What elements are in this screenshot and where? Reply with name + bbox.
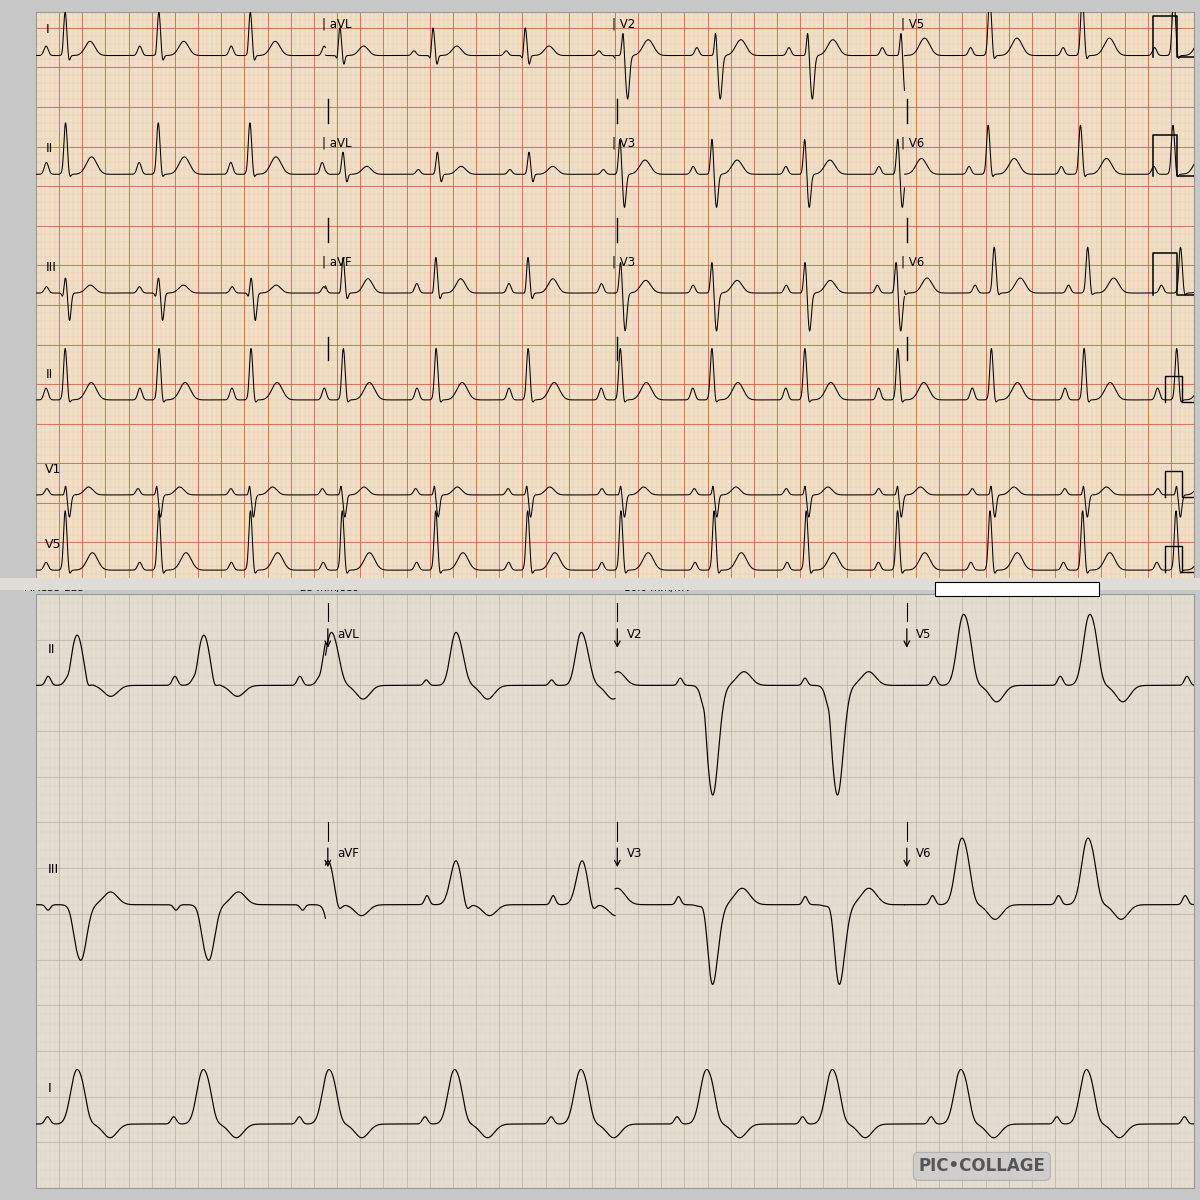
Text: | V5: | V5: [901, 18, 924, 31]
Text: II: II: [46, 142, 53, 155]
Text: V5: V5: [46, 538, 61, 551]
Text: PIC•COLLAGE: PIC•COLLAGE: [918, 1157, 1045, 1175]
Text: | V3: | V3: [612, 256, 635, 269]
Text: V5: V5: [916, 628, 931, 641]
Text: I: I: [46, 23, 49, 36]
Text: V3: V3: [626, 847, 642, 860]
Text: aVL: aVL: [337, 628, 359, 641]
Text: V1: V1: [46, 463, 61, 475]
Text: V6: V6: [916, 847, 931, 860]
Text: | aVF: | aVF: [322, 256, 352, 269]
Text: 60~ 0.05 - 150 Hz: 60~ 0.05 - 150 Hz: [941, 584, 1030, 594]
Text: I: I: [48, 1082, 52, 1096]
Text: 25 mm/sec: 25 mm/sec: [300, 583, 358, 593]
Text: III: III: [48, 863, 59, 876]
Text: MAC55-223: MAC55-223: [24, 583, 84, 593]
Text: III: III: [46, 260, 56, 274]
Text: | V3: | V3: [612, 137, 635, 150]
Text: | aVL: | aVL: [322, 137, 352, 150]
Text: V2: V2: [626, 628, 642, 641]
Text: II: II: [48, 643, 55, 656]
Text: | aVL: | aVL: [322, 18, 352, 31]
Text: aVF: aVF: [337, 847, 359, 860]
Text: II: II: [46, 367, 53, 380]
Text: | V6: | V6: [901, 256, 924, 269]
Text: 10.0 mm/mV: 10.0 mm/mV: [624, 583, 691, 593]
Text: | V2: | V2: [612, 18, 635, 31]
Text: | V6: | V6: [901, 137, 924, 150]
